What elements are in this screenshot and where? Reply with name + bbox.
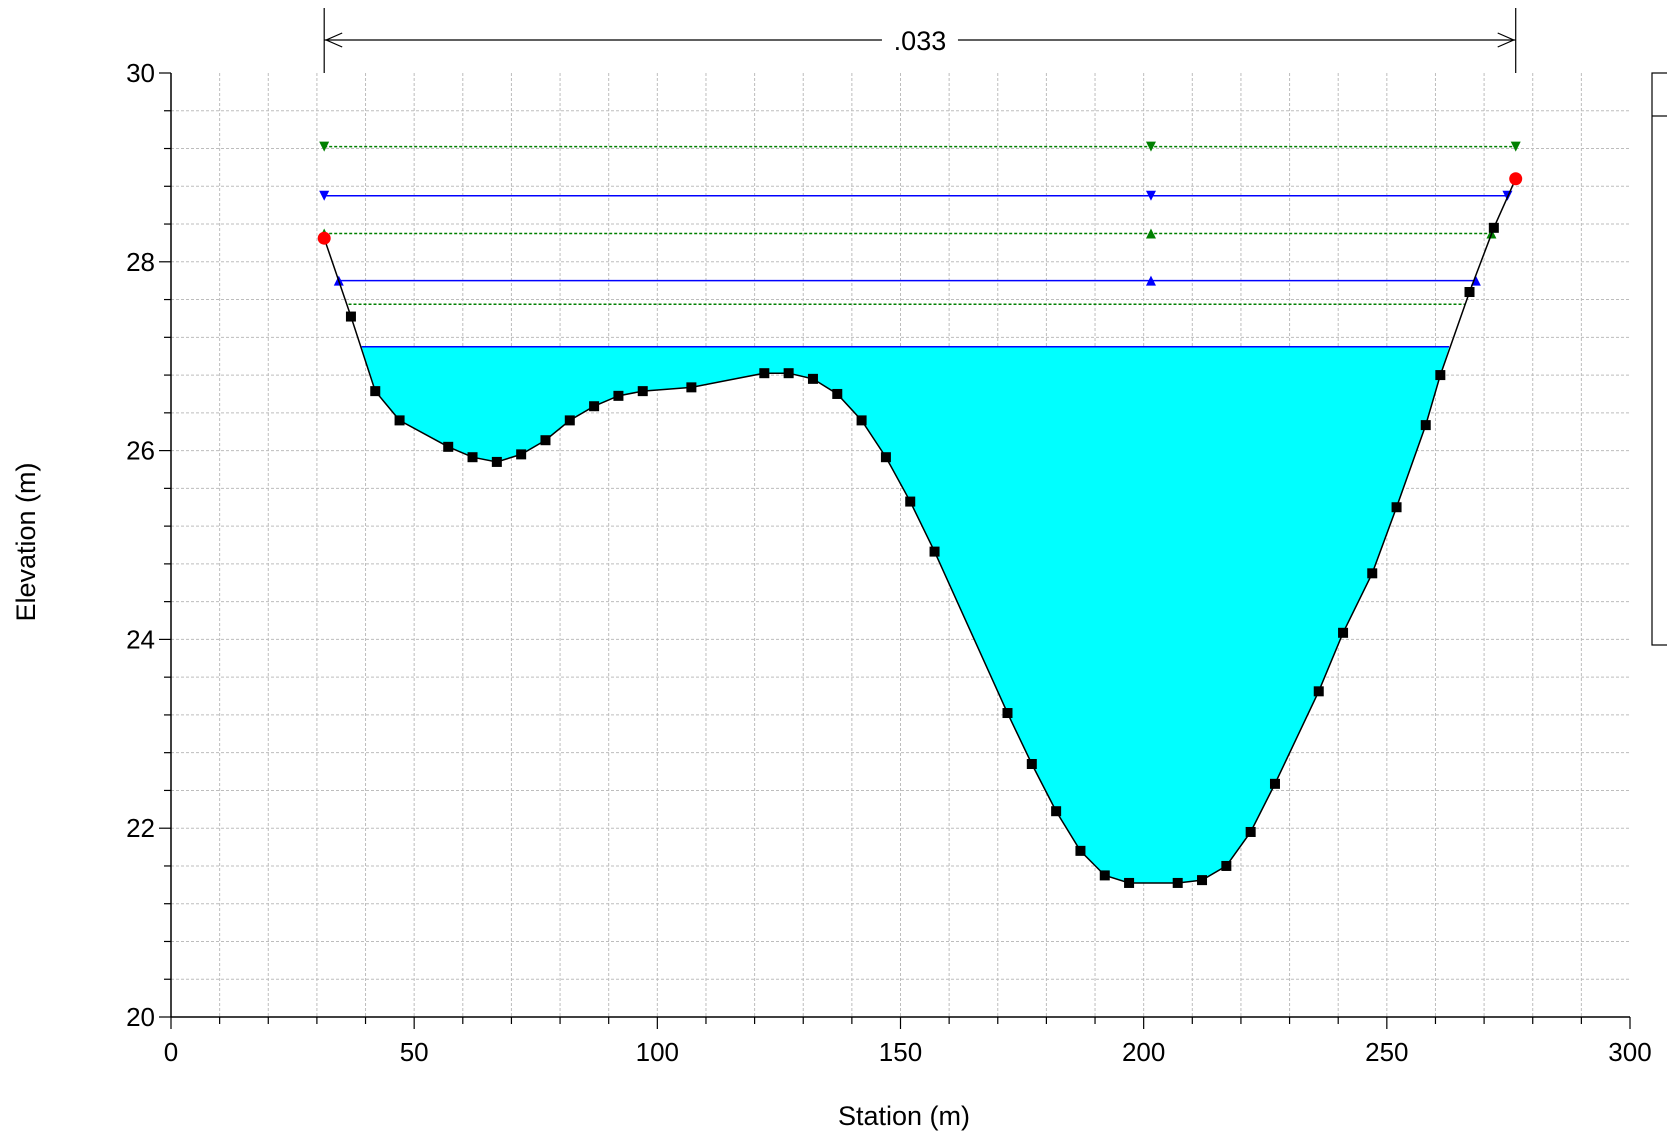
ground-point-marker xyxy=(1002,708,1013,719)
water-area xyxy=(361,346,1450,883)
ground-point-marker xyxy=(370,386,381,397)
x-tick-label: 150 xyxy=(879,1037,922,1067)
water-fill xyxy=(361,346,1450,883)
y-tick-label: 30 xyxy=(126,58,155,88)
bank-station-marker xyxy=(1509,172,1523,186)
ground-profile xyxy=(323,178,1517,888)
ws-level-marker xyxy=(319,190,330,201)
ground-point-marker xyxy=(589,401,600,412)
ground-point-marker xyxy=(637,386,648,397)
x-tick-label: 200 xyxy=(1122,1037,1165,1067)
y-tick-label: 26 xyxy=(126,436,155,466)
ground-point-marker xyxy=(1420,420,1431,431)
ground-point-marker xyxy=(1391,502,1402,513)
ws-level-marker xyxy=(1145,275,1156,286)
ground-point-marker xyxy=(345,311,356,322)
ground-point-marker xyxy=(1099,870,1110,881)
bank-stations xyxy=(317,172,1523,245)
ground-point-marker xyxy=(394,415,405,426)
x-tick-label: 250 xyxy=(1365,1037,1408,1067)
x-tick-label: 100 xyxy=(636,1037,679,1067)
ground-point-marker xyxy=(1026,759,1037,770)
ground-point-marker xyxy=(686,382,697,393)
ground-point-marker xyxy=(1313,686,1324,697)
ground-point-marker xyxy=(1075,845,1086,856)
y-tick-label: 24 xyxy=(126,624,155,654)
y-tick-label: 22 xyxy=(126,813,155,843)
ws-level-marker xyxy=(319,141,330,152)
ground-point-marker xyxy=(1051,806,1062,817)
ground-point-marker xyxy=(905,496,916,507)
ground-point-marker xyxy=(880,452,891,463)
bank-station-marker xyxy=(317,231,331,245)
y-tick-label: 28 xyxy=(126,247,155,277)
ws-level-marker xyxy=(1145,190,1156,201)
ground-point-marker xyxy=(540,435,551,446)
ws-level-marker xyxy=(1145,228,1156,239)
ground-point-marker xyxy=(516,449,527,460)
x-tick-label: 50 xyxy=(400,1037,429,1067)
ws-level-marker xyxy=(1145,141,1156,152)
ground-point-marker xyxy=(1435,370,1446,381)
manning-n-annotation: .033 xyxy=(323,8,1517,73)
ground-point-marker xyxy=(807,373,818,384)
axes: 0 50 100 150 200 250 300 20 22 24 26 28 30 xyxy=(126,58,1652,1067)
ground-point-marker xyxy=(856,415,867,426)
ground-point-marker xyxy=(443,441,454,452)
ws-level-marker xyxy=(1510,141,1521,152)
ground-point-marker xyxy=(1197,875,1208,886)
ground-point-marker xyxy=(1464,287,1475,298)
ground-point-marker xyxy=(783,368,794,379)
ground-point-marker xyxy=(832,388,843,399)
ground-point-marker xyxy=(1124,877,1135,888)
ground-point-marker xyxy=(491,456,502,467)
ground-point-marker xyxy=(1245,826,1256,837)
ground-point-marker xyxy=(1338,627,1349,638)
x-tick-label: 0 xyxy=(164,1037,178,1067)
arrowhead-left xyxy=(324,32,343,48)
ground-point-marker xyxy=(1488,222,1499,233)
ground-point-marker xyxy=(929,546,940,557)
ground-point-marker xyxy=(1172,877,1183,888)
ground-point-marker xyxy=(1367,568,1378,579)
y-tick-label: 20 xyxy=(126,1002,155,1032)
ground-point-marker xyxy=(613,390,624,401)
ground-point-marker xyxy=(759,368,770,379)
ground-point-marker xyxy=(1221,860,1232,871)
ground-point-marker xyxy=(564,415,575,426)
ground-point-marker xyxy=(1269,778,1280,789)
arrowhead-right xyxy=(1497,32,1516,48)
roughness-value-label: .033 xyxy=(894,26,947,56)
ground-point-marker xyxy=(467,452,478,463)
y-axis-title: Elevation (m) xyxy=(11,462,41,621)
x-axis-title: Station (m) xyxy=(838,1101,970,1131)
x-tick-label: 300 xyxy=(1608,1037,1651,1067)
legend-box xyxy=(1651,72,1667,646)
